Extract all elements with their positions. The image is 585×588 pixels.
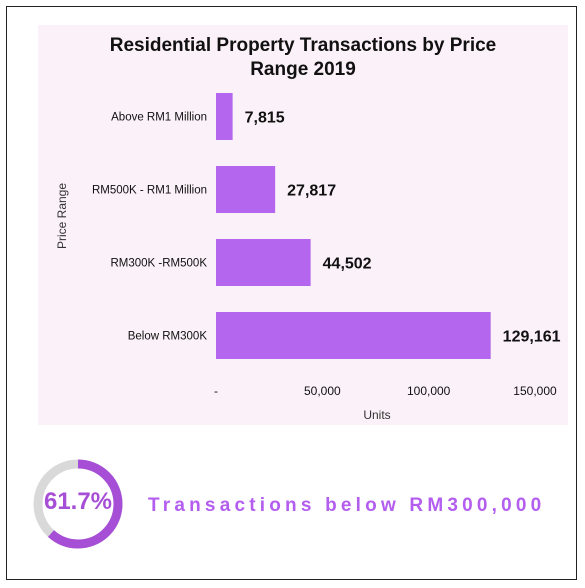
stat-ring — [33, 459, 123, 549]
value-labels: 7,815 27,817 44,502 129,161 — [245, 110, 561, 346]
y-axis-label: Price Range — [55, 183, 69, 249]
category-label: Above RM1 Million — [111, 112, 207, 124]
chart-title-line-1: Residential Property Transactions by Pri… — [109, 35, 497, 56]
data-label: 27,817 — [287, 183, 336, 200]
category-labels: Above RM1 Million RM500K - RM1 Million RM3… — [92, 112, 207, 343]
x-tick-label: - — [214, 384, 218, 398]
data-label: 7,815 — [245, 110, 285, 127]
data-label: 129,161 — [503, 329, 561, 346]
x-tick-label: 100,000 — [407, 384, 451, 398]
x-tick-label: 150,000 — [513, 384, 557, 398]
bar-1 — [216, 166, 276, 213]
data-label: 44,502 — [323, 256, 372, 273]
x-tick-label: 50,000 — [304, 384, 341, 398]
chart-title: Residential Property Transactions by Pri… — [38, 34, 568, 82]
category-label: RM500K - RM1 Million — [92, 185, 207, 197]
chart-title-line-2: Range 2019 — [250, 59, 356, 80]
x-axis-ticks: - 50,000 100,000 150,000 — [214, 384, 557, 398]
category-label: RM300K -RM500K — [110, 258, 207, 270]
bar-2 — [216, 239, 311, 286]
bar-3 — [216, 312, 491, 359]
stat-description: Transactions below RM300,000 — [148, 495, 546, 516]
x-axis-label: Units — [363, 408, 390, 422]
ring-progress — [33, 459, 123, 549]
bar-0 — [216, 93, 233, 140]
bars-layer — [216, 93, 491, 359]
category-label: Below RM300K — [128, 331, 208, 343]
stat-percent: 61.7% — [43, 488, 113, 515]
